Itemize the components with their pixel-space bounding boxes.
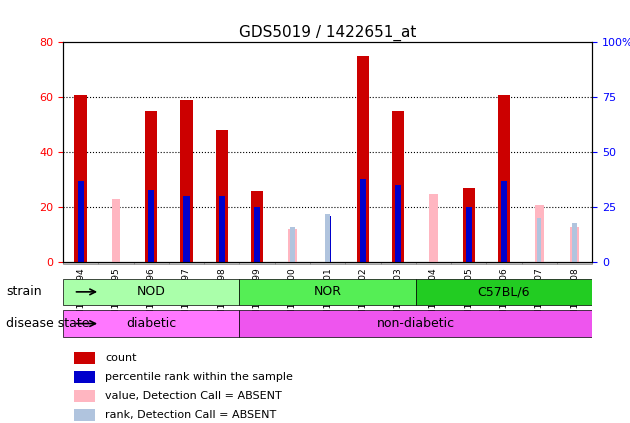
Bar — [63, 262, 98, 264]
Bar — [498, 95, 510, 262]
Bar — [325, 214, 330, 262]
Bar — [357, 56, 369, 262]
Title: GDS5019 / 1422651_at: GDS5019 / 1422651_at — [239, 25, 416, 41]
Bar — [275, 262, 310, 264]
Bar — [215, 130, 228, 262]
Text: value, Detection Call = ABSENT: value, Detection Call = ABSENT — [105, 391, 282, 401]
Bar — [251, 191, 263, 262]
Bar — [572, 222, 576, 262]
Bar — [74, 371, 94, 383]
Bar — [134, 262, 169, 264]
Bar — [501, 181, 507, 262]
Text: rank, Detection Call = ABSENT: rank, Detection Call = ABSENT — [105, 410, 277, 420]
Bar — [112, 199, 120, 262]
Bar — [324, 216, 331, 262]
Bar — [219, 196, 225, 262]
Bar — [290, 227, 294, 262]
Bar — [183, 196, 190, 262]
Text: C57BL/6: C57BL/6 — [478, 286, 530, 298]
Bar — [74, 409, 94, 421]
Bar — [74, 390, 94, 402]
Text: NOD: NOD — [137, 286, 166, 298]
Bar — [77, 181, 84, 262]
Text: count: count — [105, 353, 137, 363]
Bar — [148, 190, 154, 262]
Bar — [310, 262, 345, 264]
FancyBboxPatch shape — [63, 279, 239, 305]
FancyBboxPatch shape — [239, 279, 416, 305]
Bar — [522, 262, 557, 264]
Bar — [429, 194, 438, 262]
Bar — [392, 111, 404, 262]
Bar — [535, 205, 544, 262]
FancyBboxPatch shape — [239, 310, 592, 337]
Bar — [466, 207, 472, 262]
Bar — [345, 262, 381, 264]
Bar — [254, 207, 260, 262]
Bar — [145, 111, 158, 262]
Text: non-diabetic: non-diabetic — [377, 317, 455, 330]
Bar — [416, 262, 451, 264]
Bar — [180, 100, 193, 262]
Text: disease state: disease state — [6, 317, 90, 330]
Bar — [381, 262, 416, 264]
Bar — [169, 262, 204, 264]
Bar — [451, 262, 486, 264]
Text: strain: strain — [6, 286, 42, 298]
Text: NOR: NOR — [314, 286, 341, 298]
Bar — [98, 262, 134, 264]
Bar — [557, 262, 592, 264]
Bar — [360, 179, 366, 262]
Bar — [74, 352, 94, 364]
Text: diabetic: diabetic — [126, 317, 176, 330]
Bar — [239, 262, 275, 264]
Bar — [486, 262, 522, 264]
Bar — [570, 227, 579, 262]
Bar — [288, 229, 297, 262]
FancyBboxPatch shape — [416, 279, 592, 305]
Bar — [462, 188, 475, 262]
Bar — [74, 95, 87, 262]
FancyBboxPatch shape — [63, 310, 239, 337]
Text: percentile rank within the sample: percentile rank within the sample — [105, 372, 293, 382]
Bar — [204, 262, 239, 264]
Bar — [395, 185, 401, 262]
Bar — [537, 218, 541, 262]
